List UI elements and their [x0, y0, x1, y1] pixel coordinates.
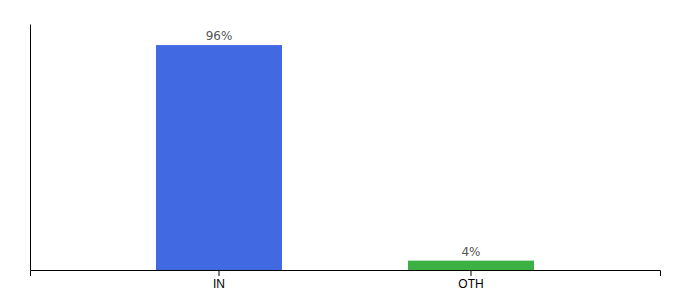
data-labels: 96% 4% [206, 29, 481, 259]
x-tick-mark [471, 270, 472, 276]
x-tick-label: IN [213, 277, 225, 291]
x-tick: OTH [458, 270, 483, 291]
x-tick-mark [219, 270, 220, 276]
y-axis-line [30, 25, 31, 271]
bar [408, 261, 534, 270]
x-tick: IN [213, 270, 225, 291]
x-axis: IN OTH [31, 270, 661, 291]
plot: IN OTH 96% 4% [31, 25, 661, 291]
x-axis-line [31, 271, 661, 277]
data-label: 96% [206, 29, 233, 43]
bar [156, 45, 282, 270]
chart: IN OTH 96% 4% [0, 0, 680, 300]
x-tick-label: OTH [458, 277, 483, 291]
bars [156, 45, 534, 270]
data-label: 4% [461, 245, 480, 259]
y-axis [30, 25, 31, 271]
